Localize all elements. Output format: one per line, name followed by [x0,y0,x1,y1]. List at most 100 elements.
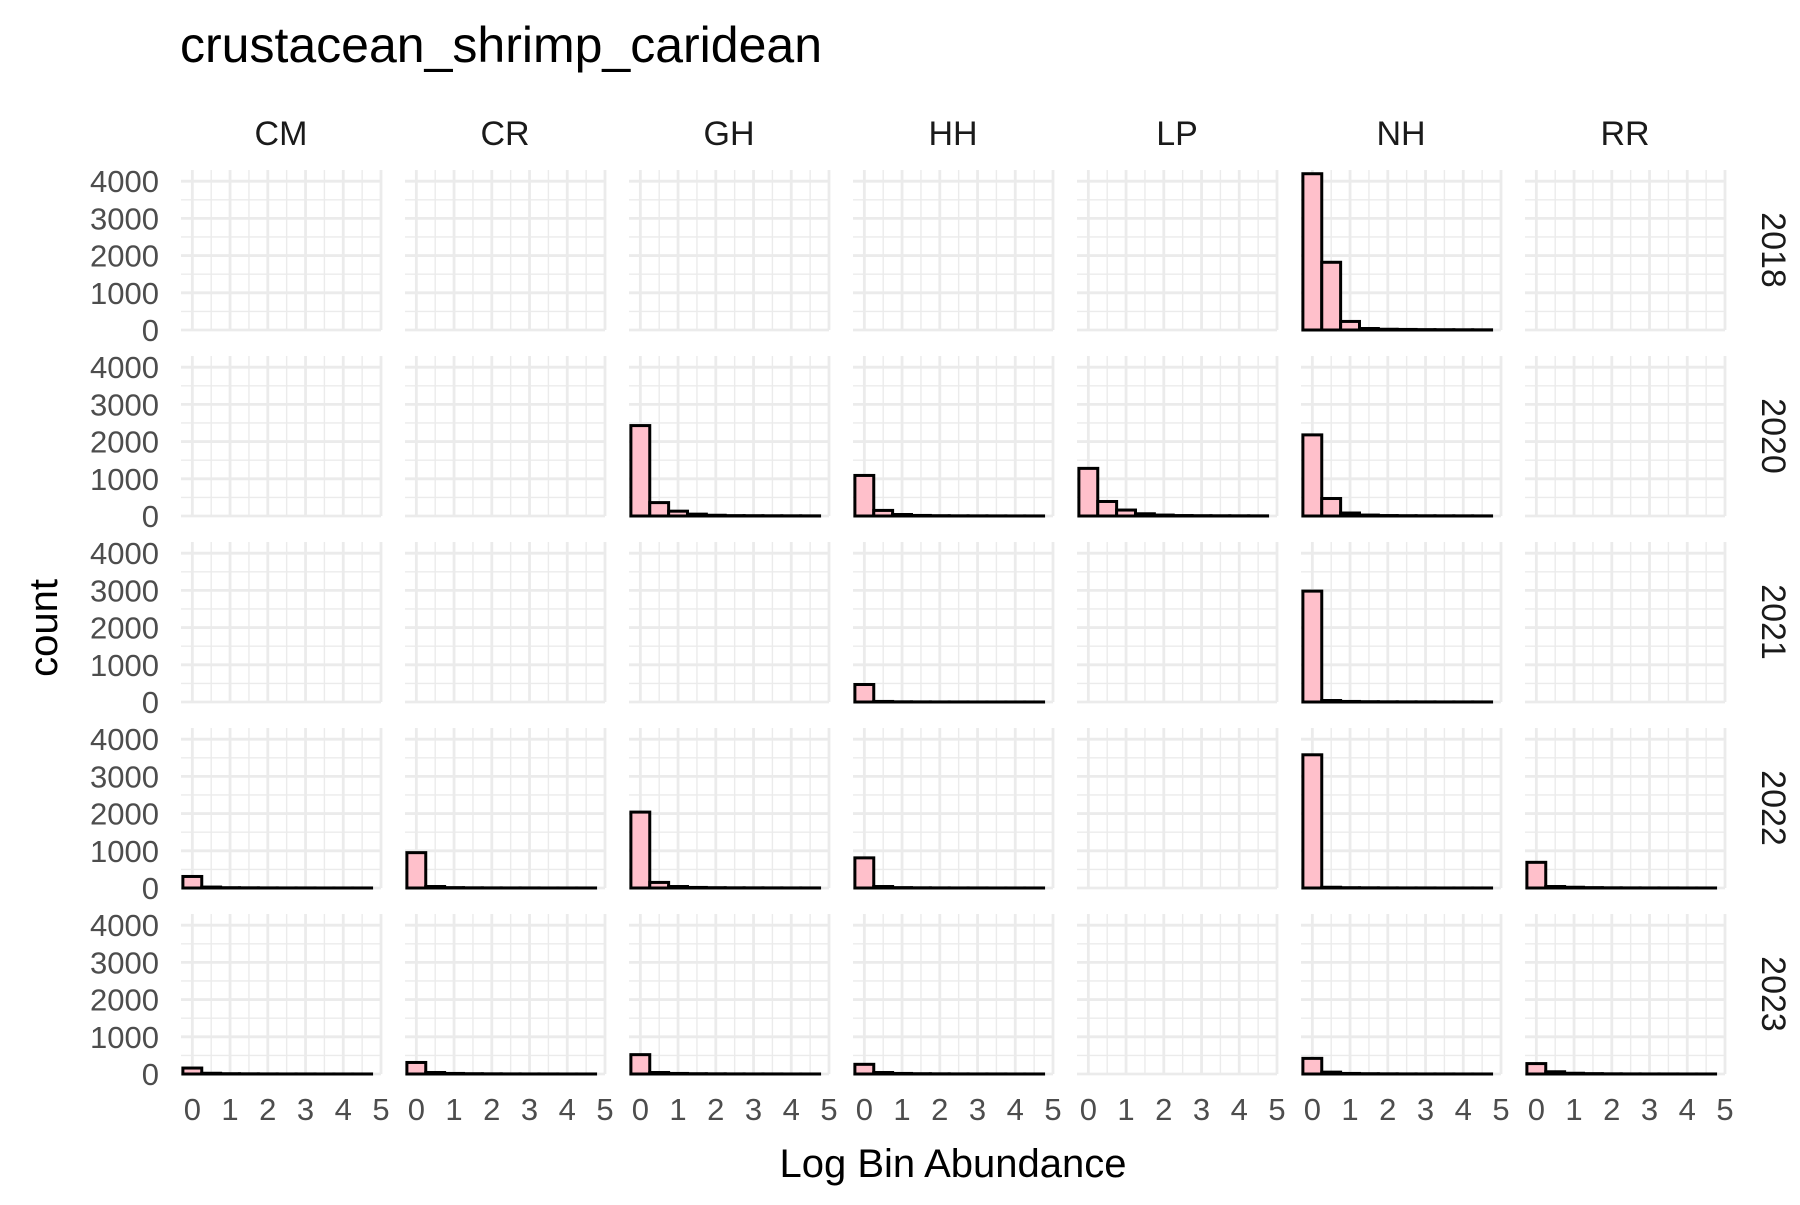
histogram-bar [1303,755,1322,888]
y-axis-title: count [22,579,66,677]
histogram-bar [1546,887,1565,888]
histogram-bar [911,515,930,516]
histogram-bar [1527,1064,1546,1074]
y-tick-label-2020-2000: 2000 [90,425,159,460]
y-tick-label-2018-4000: 4000 [90,164,159,199]
x-tick-label-lp-5: 5 [1268,1092,1285,1127]
y-tick-label-2021-0: 0 [142,685,159,720]
panel-cr-2021 [405,542,605,702]
histogram-bar [687,887,706,888]
panel-hh-2021 [853,542,1053,702]
y-tick-label-2018-2000: 2000 [90,239,159,274]
y-tick-label-2022-3000: 3000 [90,759,159,794]
facet-label-hh: HH [928,115,977,153]
histogram-bar [183,1068,202,1074]
histogram-bar [893,515,912,516]
panel-cr-2023 [405,914,605,1074]
panel-gh-2022 [629,728,829,888]
x-tick-label-gh-5: 5 [820,1092,837,1127]
panel-cm-2020 [181,356,381,516]
y-tick-label-2022-1000: 1000 [90,834,159,869]
x-tick-label-cr-5: 5 [596,1092,613,1127]
y-tick-label-2021-2000: 2000 [90,611,159,646]
histogram-bar [669,511,688,516]
x-tick-label-hh-3: 3 [969,1092,986,1127]
panel-nh-2023 [1301,914,1501,1074]
panel-hh-2018 [853,170,1053,330]
panel-nh-2020 [1301,356,1501,516]
facet-label-rr: RR [1600,115,1649,153]
x-tick-label-nh-1: 1 [1341,1092,1358,1127]
histogram-bar [669,887,688,888]
histogram-bar [650,1073,669,1074]
histogram-bar [855,858,874,888]
histogram-bar [407,853,426,888]
histogram-bar [1565,887,1584,888]
x-tick-label-hh-4: 4 [1007,1092,1024,1127]
facet-label-nh: NH [1376,115,1425,153]
panel-gh-2021 [629,542,829,702]
histogram-bar [1079,468,1098,516]
panel-gh-2018 [629,170,829,330]
facet-label-2020: 2020 [1754,398,1792,474]
y-tick-label-2018-0: 0 [142,313,159,348]
histogram-bar [1154,515,1173,516]
histogram-bar [1117,510,1136,516]
x-tick-label-hh-2: 2 [931,1092,948,1127]
panel-gh-2023 [629,914,829,1074]
x-tick-label-gh-2: 2 [707,1092,724,1127]
histogram-bar [1359,329,1378,330]
panel-rr-2023 [1525,914,1725,1074]
x-tick-label-cm-3: 3 [297,1092,314,1127]
y-tick-label-2023-0: 0 [142,1057,159,1092]
panel-cm-2018 [181,170,381,330]
histogram-bar [650,882,669,888]
histogram-bar [631,426,650,516]
histogram-bar [855,475,874,516]
histogram-bar [1322,1072,1341,1074]
histogram-bar [893,1073,912,1074]
panel-cr-2018 [405,170,605,330]
panel-hh-2022 [853,728,1053,888]
histogram-bar [1135,514,1154,516]
histogram-bar [202,1073,221,1074]
facet-label-2023: 2023 [1754,956,1792,1032]
panel-nh-2018 [1301,170,1501,330]
histogram-bar [1378,329,1397,330]
histogram-bar [1098,501,1117,516]
facet-label-lp: LP [1156,115,1198,153]
histogram-bar [1397,329,1416,330]
histogram-bar [1546,1072,1565,1074]
y-tick-label-2021-3000: 3000 [90,573,159,608]
y-tick-label-2023-4000: 4000 [90,908,159,943]
panel-cr-2020 [405,356,605,516]
panel-gh-2020 [629,356,829,516]
x-tick-label-hh-1: 1 [893,1092,910,1127]
x-tick-label-gh-1: 1 [669,1092,686,1127]
x-tick-label-cm-2: 2 [259,1092,276,1127]
y-tick-label-2023-1000: 1000 [90,1020,159,1055]
y-tick-label-2020-1000: 1000 [90,462,159,497]
histogram-bar [1527,862,1546,888]
histogram-bar [1322,701,1341,702]
histogram-bar [1341,701,1360,702]
histogram-bar [445,1073,464,1074]
facet-label-gh: GH [704,115,755,153]
panel-nh-2021 [1301,542,1501,702]
histogram-bar [874,510,893,516]
x-tick-label-cm-0: 0 [184,1092,201,1127]
histogram-bar [1341,1073,1360,1074]
y-tick-label-2021-1000: 1000 [90,648,159,683]
panel-cm-2021 [181,542,381,702]
x-tick-label-cr-4: 4 [559,1092,576,1127]
histogram-bar [1303,174,1322,330]
histogram-bar [1341,513,1360,516]
panel-rr-2021 [1525,542,1725,702]
histogram-bar [669,1073,688,1074]
y-tick-label-2022-4000: 4000 [90,722,159,757]
panel-lp-2018 [1077,170,1277,330]
histogram-bar [706,515,725,516]
x-tick-label-rr-3: 3 [1641,1092,1658,1127]
